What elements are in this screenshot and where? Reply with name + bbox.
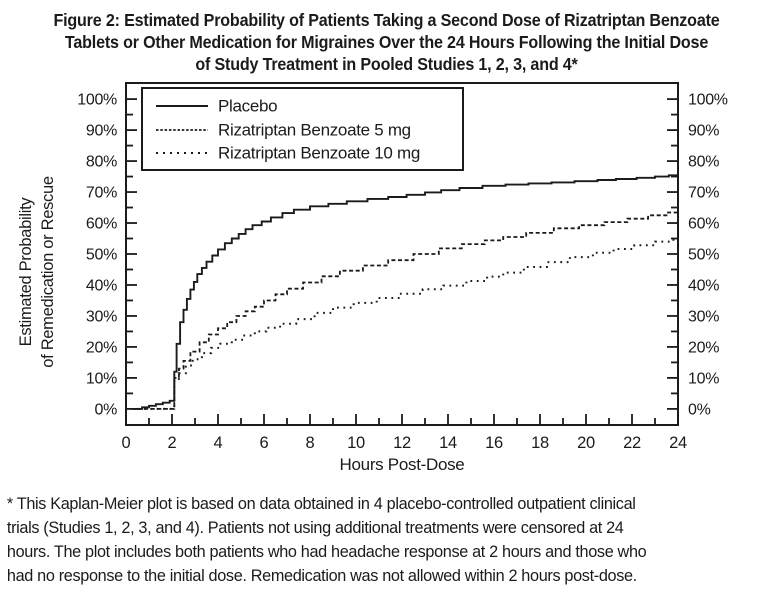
legend: Placebo Rizatriptan Benzoate 5 mg Rizatrip… [141, 87, 464, 171]
svg-text:80%: 80% [86, 154, 117, 171]
footnote-line-3: hours. The plot includes both patients w… [6, 543, 647, 561]
svg-text:24: 24 [669, 434, 687, 452]
svg-text:60%: 60% [86, 216, 117, 233]
svg-text:22: 22 [623, 434, 641, 452]
y-axis-title-line-2: of Remedication or Rescue [39, 176, 57, 368]
svg-text:0: 0 [122, 434, 131, 452]
svg-text:50%: 50% [688, 247, 719, 264]
svg-text:4: 4 [214, 434, 223, 452]
svg-text:60%: 60% [688, 216, 719, 233]
figure-title-line-1: Figure 2: Estimated Probability of Patie… [53, 10, 720, 30]
svg-text:12: 12 [393, 434, 411, 452]
axis-tick-labels: 0% 0% 10% 10% 20% 20% 30% 30% 40% 40% 50% 50% 60% 60%… [77, 92, 728, 452]
axis-ticks [125, 98, 679, 425]
footnote-line-4: had no response to the initial dose. Rem… [6, 567, 637, 585]
svg-text:10: 10 [347, 434, 365, 452]
svg-text:0%: 0% [94, 401, 117, 418]
legend-box [141, 87, 464, 171]
figure-footnote: * This Kaplan-Meier plot is based on dat… [0, 492, 761, 588]
svg-text:30%: 30% [86, 308, 117, 325]
figure-title-line-3: of Study Treatment in Pooled Studies 1, … [195, 54, 578, 74]
svg-text:10%: 10% [86, 370, 117, 387]
footnote-line-2: trials (Studies 1, 2, 3, and 4). Patient… [6, 519, 624, 537]
svg-text:20%: 20% [688, 339, 719, 356]
svg-text:40%: 40% [688, 277, 719, 294]
legend-label-2: Rizatriptan Benzoate 5 mg [218, 121, 411, 140]
legend-label-3: Rizatriptan Benzoate 10 mg [218, 144, 420, 163]
svg-text:8: 8 [306, 434, 315, 452]
figure-title: Figure 2: Estimated Probability of Patie… [31, 0, 742, 75]
svg-text:18: 18 [531, 434, 549, 452]
svg-text:20: 20 [577, 434, 595, 452]
svg-text:6: 6 [260, 434, 269, 452]
footnote-line-1: * This Kaplan-Meier plot is based on dat… [6, 495, 636, 513]
kaplan-meier-plot: 0% 0% 10% 10% 20% 20% 30% 30% 40% 40% 50% 50% 60% 60%… [17, 82, 728, 474]
figure-title-line-2: Tablets or Other Medication for Migraine… [64, 32, 709, 52]
svg-text:100%: 100% [688, 92, 728, 109]
svg-text:90%: 90% [688, 123, 719, 140]
svg-text:14: 14 [439, 434, 457, 452]
series-solid-curve [131, 174, 678, 410]
svg-text:100%: 100% [77, 92, 117, 109]
svg-text:0%: 0% [688, 401, 711, 418]
series-dotted-curve [137, 237, 679, 410]
svg-text:10%: 10% [688, 370, 719, 387]
svg-text:70%: 70% [86, 185, 117, 202]
legend-label-1: Placebo [218, 97, 277, 116]
svg-text:2: 2 [168, 434, 177, 452]
svg-text:70%: 70% [688, 185, 719, 202]
svg-text:80%: 80% [688, 154, 719, 171]
y-axis-title-line-1: Estimated Probability [17, 197, 35, 347]
svg-text:30%: 30% [688, 308, 719, 325]
series-dashed-curve [137, 211, 679, 410]
x-axis-title: Hours Post-Dose [340, 455, 465, 474]
svg-text:40%: 40% [86, 277, 117, 294]
svg-text:50%: 50% [86, 247, 117, 264]
svg-text:90%: 90% [86, 123, 117, 140]
svg-text:16: 16 [485, 434, 503, 452]
svg-text:20%: 20% [86, 339, 117, 356]
